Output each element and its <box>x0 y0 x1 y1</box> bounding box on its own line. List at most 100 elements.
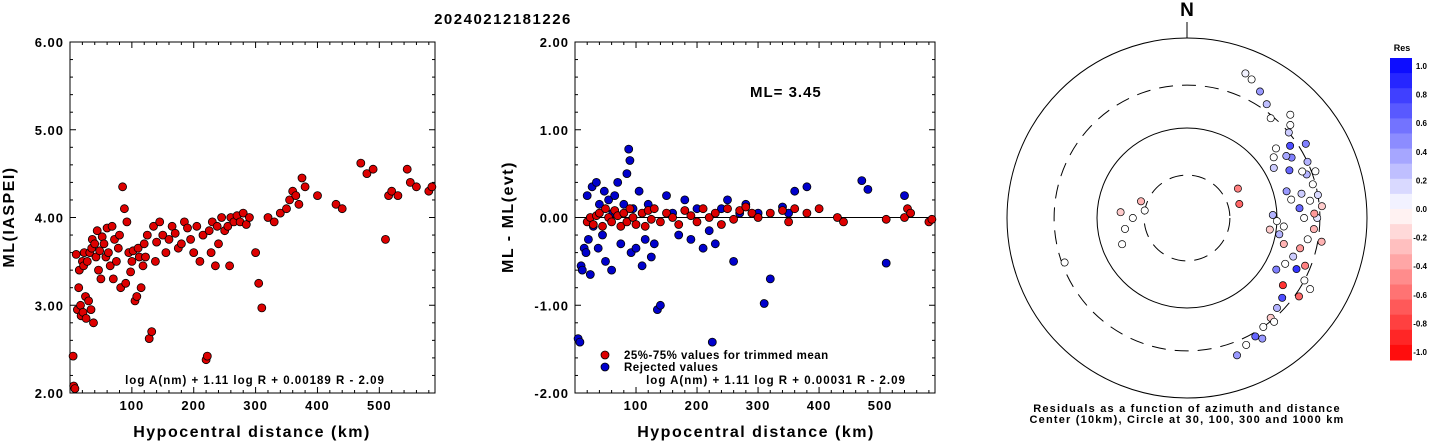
mid-data-point <box>625 156 635 165</box>
polar-data-point <box>1298 167 1307 176</box>
mid-data-point <box>656 217 665 227</box>
mid-data-point <box>599 186 609 196</box>
mid-data-point <box>833 213 842 222</box>
mid-data-point <box>778 206 787 215</box>
mid-data-point <box>631 220 641 229</box>
left-data-point <box>238 208 248 218</box>
mid-y-tick-label: 1.00 <box>540 123 569 138</box>
left-fit-text: log A(nm) + 1.11 log R + 0.00189 R - 2.0… <box>125 375 385 387</box>
mid-data-point <box>747 208 757 218</box>
polar-data-point <box>1306 196 1314 205</box>
left-data-point <box>126 267 136 277</box>
polar-data-point <box>1266 114 1275 123</box>
colorbar-cell <box>1390 299 1412 316</box>
mid-data-point <box>668 213 677 222</box>
left-data-point <box>402 164 412 174</box>
mid-data-point <box>584 234 593 244</box>
polar-data-point <box>1258 334 1267 343</box>
left-data-point <box>282 204 291 214</box>
colorbar-cell <box>1390 163 1412 180</box>
colorbar-tick-label: -0.8 <box>1413 319 1427 328</box>
left-data-point <box>161 248 171 258</box>
colorbar-cell <box>1390 254 1412 270</box>
mid-data-point <box>881 214 891 224</box>
polar-data-point <box>1313 190 1322 199</box>
mid-data-point <box>686 211 696 221</box>
left-data-point <box>86 305 96 315</box>
north-label: N <box>1180 0 1194 21</box>
colorbar-cell <box>1390 88 1412 104</box>
mid-data-point <box>581 248 591 258</box>
polar-data-point <box>1137 197 1145 206</box>
colorbar-tick-label: 0.6 <box>1416 119 1428 128</box>
polar-data-point <box>1118 240 1127 249</box>
left-data-point <box>362 169 372 179</box>
left-data-point <box>113 243 123 253</box>
polar-data-point <box>1300 276 1309 285</box>
mid-data-point <box>692 217 702 227</box>
left-x-tick-label: 500 <box>367 398 392 413</box>
colorbar-tick-label: 0.8 <box>1416 91 1428 100</box>
polar-data-point <box>1233 351 1241 360</box>
polar-data-point <box>1265 225 1274 234</box>
colorbar-tick-label: 0.0 <box>1416 205 1428 214</box>
ml-value-label: ML= 3.45 <box>750 84 822 101</box>
polar-data-point <box>1273 304 1281 312</box>
mid-data-point <box>863 184 873 194</box>
left-data-point <box>147 327 157 337</box>
colorbar-cell <box>1390 178 1412 195</box>
left-data-point <box>155 217 165 227</box>
colorbar-cell <box>1390 118 1412 134</box>
mid-data-point <box>619 208 629 218</box>
mid-data-point <box>765 274 775 284</box>
mid-data-point <box>900 191 909 201</box>
polar-data-point <box>1275 230 1284 239</box>
left-data-point <box>150 256 160 266</box>
left-data-point <box>210 261 220 271</box>
left-data-point <box>427 182 437 192</box>
left-data-point <box>387 186 397 196</box>
left-data-point <box>89 318 98 328</box>
polar-data-point <box>1278 293 1287 302</box>
left-data-point <box>204 226 214 236</box>
polar-data-point <box>1287 195 1296 204</box>
mid-y-tick-label: 2.00 <box>540 35 569 50</box>
ring-1000km <box>1006 37 1368 399</box>
mid-data-point <box>656 300 665 310</box>
mid-y-tick-label: -2.00 <box>534 386 569 401</box>
left-data-point <box>115 230 124 240</box>
left-data-point <box>96 274 106 284</box>
left-data-point <box>202 351 212 361</box>
left-data-point <box>105 261 115 271</box>
colorbar-cell <box>1390 193 1412 210</box>
mid-data-point <box>595 199 604 209</box>
mid-data-point <box>582 191 592 201</box>
left-data-point <box>132 292 142 301</box>
left-data-point <box>195 256 205 266</box>
mid-data-point <box>646 252 656 262</box>
left-data-point <box>411 182 421 192</box>
left-data-point <box>212 221 222 231</box>
mid-data-point <box>698 243 708 253</box>
colorbar-cell <box>1390 103 1412 119</box>
left-data-point <box>99 239 109 249</box>
mid-data-point <box>649 239 659 249</box>
polar-data-point <box>1308 180 1317 189</box>
left-data-point <box>381 234 390 244</box>
colorbar-tick-label: 0.2 <box>1416 176 1428 185</box>
left-y-axis-title: ML(IASPEI) <box>1 166 18 267</box>
mid-data-point <box>680 206 690 215</box>
polar-data-point <box>1269 153 1278 162</box>
mid-data-point <box>790 186 800 196</box>
mid-data-point <box>686 234 696 244</box>
mid-data-point <box>604 195 613 205</box>
left-x-tick-label: 400 <box>305 398 330 413</box>
polar-data-point <box>1286 110 1295 119</box>
polar-data-point <box>1268 211 1277 219</box>
mid-data-point <box>906 208 915 218</box>
left-y-tick-label: 3.00 <box>35 298 64 313</box>
mid-data-point <box>729 256 738 266</box>
colorbar-cell <box>1390 329 1412 346</box>
left-x-tick-label: 300 <box>243 398 268 413</box>
